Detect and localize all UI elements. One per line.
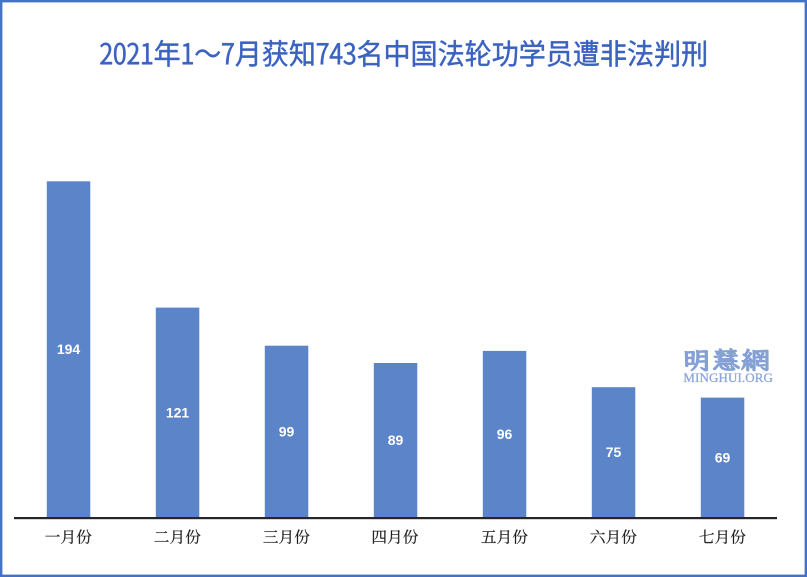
svg-text:194: 194 bbox=[57, 341, 81, 357]
svg-text:96: 96 bbox=[497, 426, 513, 442]
svg-text:121: 121 bbox=[166, 404, 190, 420]
svg-text:99: 99 bbox=[279, 423, 295, 439]
svg-text:69: 69 bbox=[715, 449, 731, 465]
svg-text:MINGHUI.ORG: MINGHUI.ORG bbox=[683, 370, 773, 385]
svg-text:75: 75 bbox=[606, 444, 622, 460]
svg-text:89: 89 bbox=[388, 432, 404, 448]
